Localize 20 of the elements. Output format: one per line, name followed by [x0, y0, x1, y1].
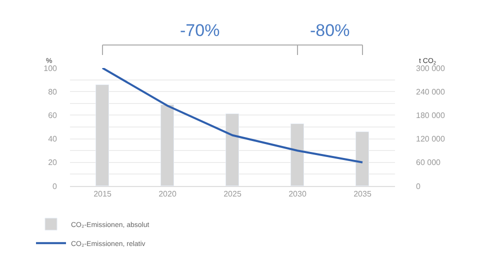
x-tick-label: 2020 — [158, 190, 177, 199]
y2-tick-label: 180 000 — [416, 111, 446, 120]
text: -70% — [180, 21, 220, 40]
y2-tick-label: 240 000 — [416, 87, 446, 96]
y2-tick-label: 120 000 — [416, 134, 446, 144]
y-tick-label: 80 — [48, 87, 58, 96]
line-series — [102, 68, 364, 164]
y-tick-label: 0 — [52, 182, 58, 191]
text: -80% — [310, 21, 350, 40]
x-tick-label: 2035 — [354, 190, 372, 199]
y-tick-label: 20 — [48, 158, 58, 168]
y2-tick-label: 0 — [416, 182, 421, 191]
x-tick-label: 2015 — [94, 190, 112, 199]
y-tick-label: 60 — [48, 111, 58, 120]
x-tick-label: 2030 — [288, 190, 307, 199]
y2-tick-label: 60 000 — [416, 158, 442, 168]
y-tick-label: 40 — [48, 134, 58, 144]
x-tick-label: 2025 — [224, 190, 242, 199]
y2-tick-label: 300 000 — [416, 64, 446, 73]
y-tick-label: 100 — [44, 64, 58, 73]
